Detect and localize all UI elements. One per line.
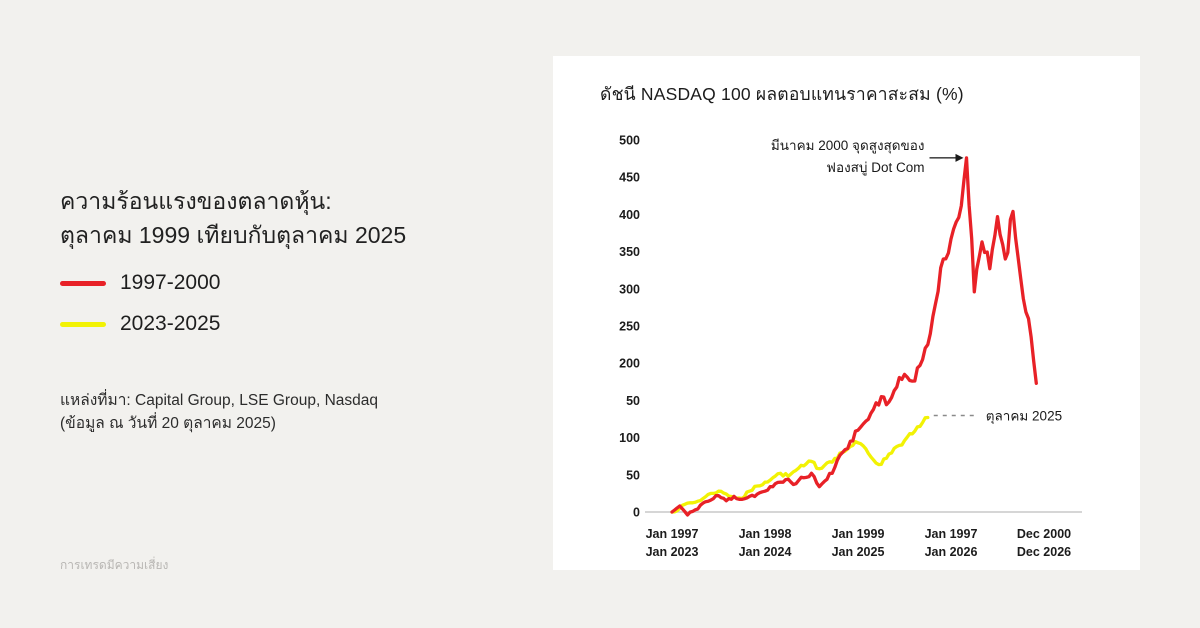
source-line1: แหล่งที่มา: Capital Group, LSE Group, Na… <box>60 392 378 409</box>
y-tick-label: 300 <box>619 282 640 296</box>
main-title-line2: ตุลาคม 1999 เทียบกับตุลาคม 2025 <box>60 222 407 248</box>
legend-label-1997-2000: 1997-2000 <box>120 271 221 294</box>
series-line-1997-2000 <box>670 156 1038 517</box>
chart-svg: 0 50 100 50 200 250 300 350 400 450 500 Jan 1997 Jan… <box>619 134 1082 559</box>
annotation-arrowhead-icon <box>955 153 964 162</box>
x-tick-label-row1: Jan 1997 <box>925 527 978 541</box>
y-tick-label: 250 <box>619 320 640 334</box>
yellow-series-swatch <box>60 321 106 327</box>
annotation-oct-2025: ตุลาคม 2025 <box>986 409 1062 425</box>
y-tick-label: 50 <box>626 468 640 482</box>
x-tick-label-row2: Dec 2026 <box>1017 545 1071 559</box>
chart-title: ดัชนี NASDAQ 100 ผลตอบแทนราคาสะสม (%) <box>600 84 964 104</box>
annotation-peak-line1: มีนาคม 2000 จุดสูงสุดของ <box>771 138 925 154</box>
x-tick-label-row2: Jan 2023 <box>646 545 699 559</box>
y-tick-label: 50 <box>626 394 640 408</box>
red-series-swatch <box>60 280 106 286</box>
y-tick-label: 450 <box>619 171 640 185</box>
legend-item-1997-2000: 1997-2000 <box>60 269 220 297</box>
y-tick-label: 500 <box>619 134 640 148</box>
risk-disclaimer: การเทรดมีความเสี่ยง <box>60 558 169 572</box>
x-tick-label-row1: Jan 1999 <box>832 527 885 541</box>
main-title-line1: ความร้อนแรงของตลาดหุ้น: <box>60 188 332 214</box>
x-tick-label-row1: Dec 2000 <box>1017 527 1071 541</box>
main-title: ความร้อนแรงของตลาดหุ้น: ตุลาคม 1999 เทีย… <box>60 184 406 252</box>
x-tick-label-row2: Jan 2024 <box>739 545 792 559</box>
x-tick-label-row1: Jan 1998 <box>739 527 792 541</box>
x-tick-label-row2: Jan 2025 <box>832 545 885 559</box>
x-tick-label-row1: Jan 1997 <box>646 527 699 541</box>
legend: 1997-2000 2023-2025 <box>60 269 220 351</box>
source-note: แหล่งที่มา: Capital Group, LSE Group, Na… <box>60 389 378 435</box>
y-tick-label: 400 <box>619 208 640 222</box>
y-tick-label: 100 <box>619 431 640 445</box>
x-tick-label-row2: Jan 2026 <box>925 545 978 559</box>
series-line-2023-2025 <box>670 415 930 514</box>
y-tick-label: 0 <box>633 506 640 520</box>
y-tick-label: 200 <box>619 357 640 371</box>
annotation-peak-line2: ฟองสบู่ Dot Com <box>826 160 924 176</box>
y-tick-label: 350 <box>619 245 640 259</box>
chart-card: ดัชนี NASDAQ 100 ผลตอบแทนราคาสะสม (%) 0 5… <box>553 56 1140 570</box>
legend-item-2023-2025: 2023-2025 <box>60 310 220 338</box>
source-line2: (ข้อมูล ณ วันที่ 20 ตุลาคม 2025) <box>60 415 276 432</box>
legend-label-2023-2025: 2023-2025 <box>120 312 221 335</box>
